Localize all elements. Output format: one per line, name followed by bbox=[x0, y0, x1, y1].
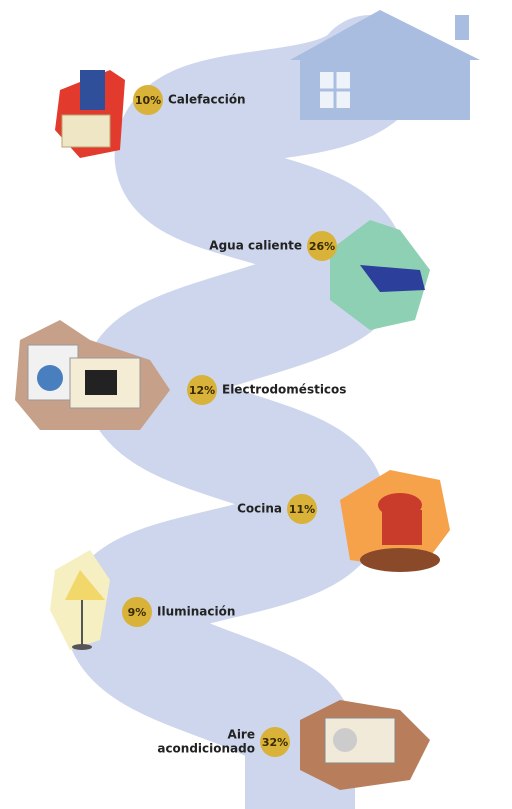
percent-label: 26% bbox=[309, 240, 335, 253]
ac-icon bbox=[300, 700, 430, 790]
item-label: Calefacción bbox=[168, 93, 246, 107]
house bbox=[290, 10, 480, 120]
item-label: Cocina bbox=[237, 502, 282, 516]
item-label: acondicionado bbox=[157, 742, 255, 756]
percent-label: 11% bbox=[289, 503, 315, 516]
percent-label: 9% bbox=[128, 606, 147, 619]
percent-label: 10% bbox=[135, 94, 161, 107]
road bbox=[120, 70, 370, 809]
heating-icon bbox=[55, 70, 125, 158]
percent-label: 12% bbox=[189, 384, 215, 397]
item-label: Electrodomésticos bbox=[222, 383, 346, 397]
item-label: Iluminación bbox=[157, 605, 235, 619]
infographic: 10% Calefacción 26% Agua caliente 12% Electro… bbox=[0, 0, 512, 809]
item-label: Agua caliente bbox=[209, 239, 302, 253]
percent-label: 32% bbox=[262, 736, 288, 749]
item-label: Aire bbox=[228, 728, 255, 742]
